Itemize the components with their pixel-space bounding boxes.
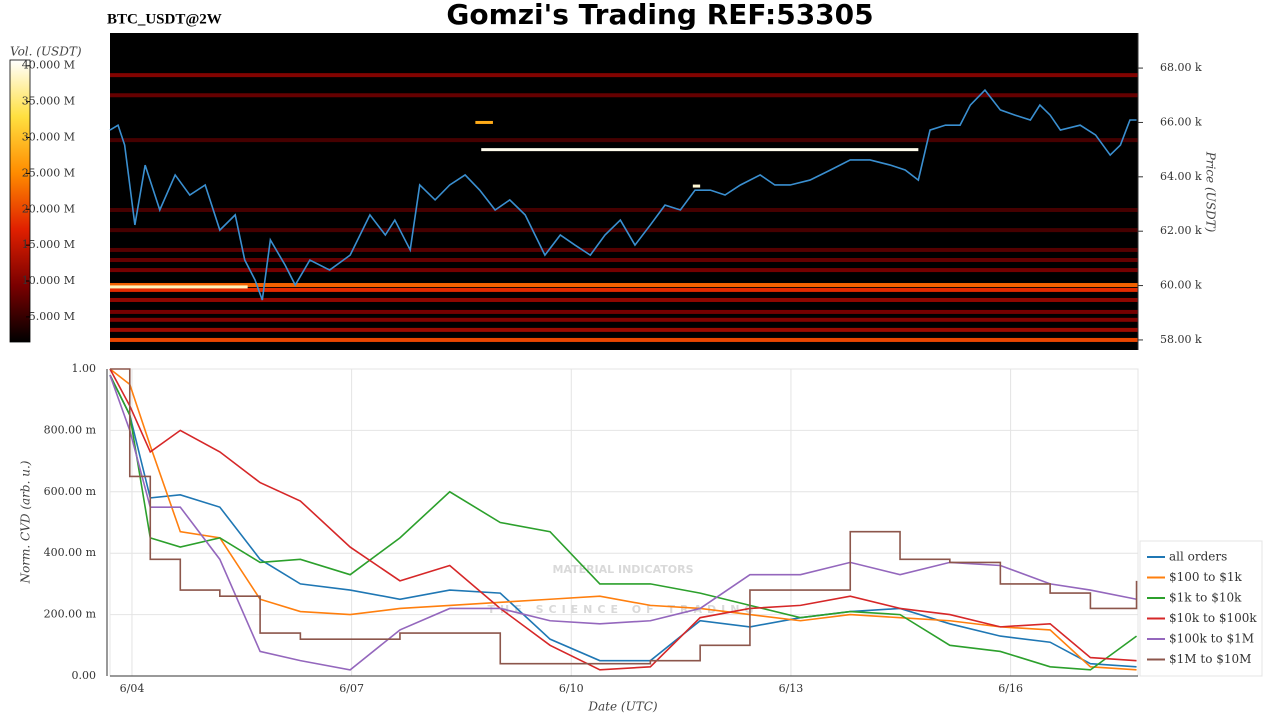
chart-title: Gomzi's Trading REF:53305 xyxy=(446,0,873,31)
legend-label: $1k to $10k xyxy=(1169,591,1242,605)
heatmap-row xyxy=(110,258,1138,263)
legend-label: $100k to $1M xyxy=(1169,632,1254,646)
colorbar-tick-label: 5.000 M xyxy=(29,310,75,323)
heatmap-row xyxy=(110,247,1138,252)
x-tick-label: 6/04 xyxy=(120,682,145,695)
cvd-line xyxy=(109,368,1137,671)
colorbar-tick-label: 35.000 M xyxy=(22,95,75,108)
y-tick-label: 1.00 xyxy=(72,362,97,375)
heatmap-row xyxy=(110,228,1138,233)
colorbar-tick-label: 20.000 M xyxy=(22,202,75,215)
colorbar xyxy=(9,59,31,343)
heatmap-segment xyxy=(475,120,493,124)
cvd-line xyxy=(109,374,1138,671)
colorbar-title: Vol. (USDT) xyxy=(10,45,82,59)
legend-box xyxy=(1139,540,1263,677)
cvd-line xyxy=(109,374,1137,668)
price-line xyxy=(109,88,1137,301)
x-axis-title: Date (UTC) xyxy=(587,700,657,714)
plot-area xyxy=(109,368,1139,677)
y-tick-label: 200.00 m xyxy=(44,608,97,621)
heatmap-row xyxy=(110,337,1138,342)
legend-label: $1M to $10M xyxy=(1169,652,1251,666)
cvd-line xyxy=(110,368,1138,665)
y-tick-label: 0.00 xyxy=(72,669,97,682)
y-tick-label: 68.00 k xyxy=(1160,61,1202,74)
heatmap-row xyxy=(110,283,1138,288)
cvd-line xyxy=(109,368,1137,671)
y-axis-title: Norm. CVD (arb. u.) xyxy=(19,460,33,584)
colorbar-tick-label: 25.000 M xyxy=(22,166,75,179)
legend-label: $100 to $1k xyxy=(1169,570,1242,584)
x-tick-label: 6/07 xyxy=(339,682,364,695)
heatmap-row xyxy=(110,93,1138,98)
colorbar-tick-label: 10.000 M xyxy=(22,274,75,287)
heatmap-row xyxy=(110,138,1138,143)
x-tick-label: 6/13 xyxy=(779,682,804,695)
legend-label: $10k to $100k xyxy=(1169,611,1257,625)
watermark: MATERIAL INDICATORS xyxy=(552,563,693,576)
x-tick-label: 6/16 xyxy=(998,682,1023,695)
heatmap-row xyxy=(110,207,1138,212)
y-tick-label: 66.00 k xyxy=(1160,115,1202,128)
heatmap-row xyxy=(110,317,1138,322)
y-tick-label: 58.00 k xyxy=(1160,333,1202,346)
y-tick-label: 400.00 m xyxy=(44,546,97,559)
heatmap-segment xyxy=(481,148,919,152)
y-tick-label: 600.00 m xyxy=(44,485,97,498)
y-axis-title: Price (USDT) xyxy=(1204,151,1218,233)
x-tick-label: 6/10 xyxy=(559,682,584,695)
heatmap-row xyxy=(110,287,1138,292)
y-tick-label: 800.00 m xyxy=(44,423,97,436)
legend-label: all orders xyxy=(1169,550,1227,564)
chart-subtitle: BTC_USDT@2W xyxy=(107,11,222,27)
y-tick-label: 64.00 k xyxy=(1160,170,1202,183)
heatmap-row xyxy=(110,73,1138,78)
y-tick-label: 60.00 k xyxy=(1160,279,1202,292)
heatmap-row xyxy=(110,297,1138,302)
heatmap-segment xyxy=(110,285,248,289)
heatmap-background xyxy=(110,33,1138,350)
heatmap-row xyxy=(110,268,1138,273)
colorbar-tick-label: 30.000 M xyxy=(22,130,75,143)
colorbar-tick-label: 15.000 M xyxy=(22,238,75,251)
watermark: THE SCIENCE OF TRADING xyxy=(488,603,759,616)
heatmap-row xyxy=(110,309,1138,314)
colorbar-tick-label: 40.000 M xyxy=(22,59,75,72)
y-tick-label: 62.00 k xyxy=(1160,224,1202,237)
heatmap-row xyxy=(110,327,1138,332)
heatmap-segment xyxy=(692,184,701,188)
